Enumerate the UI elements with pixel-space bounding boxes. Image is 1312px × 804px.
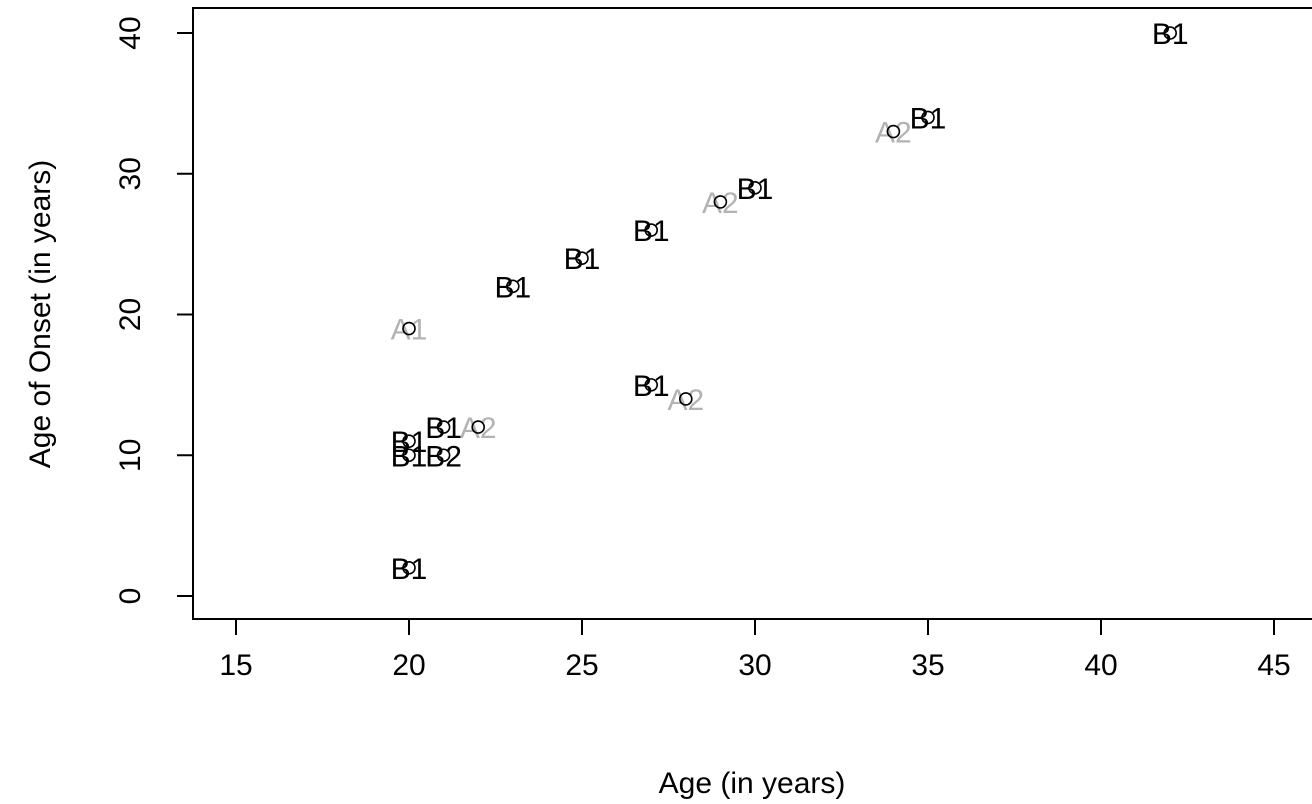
point-label: B1 [391, 440, 428, 473]
data-point-marker [713, 195, 728, 209]
data-point-marker [471, 420, 486, 434]
x-tick-label: 15 [219, 649, 252, 682]
data-point-marker [644, 378, 659, 392]
data-point-marker [575, 251, 589, 266]
data-point-marker [644, 223, 659, 237]
data-point-marker [678, 392, 693, 406]
x-axis: 15 20 25 30 35 40 45 [219, 618, 1291, 682]
x-tick-label: 20 [392, 649, 425, 682]
x-axis-title: Age (in years) [659, 767, 846, 800]
data-point-marker [402, 448, 416, 463]
point-label: B1 [633, 370, 670, 403]
point-label: B1 [391, 426, 428, 459]
point-label: A2 [667, 384, 704, 417]
point-label: B2 [425, 440, 462, 473]
point-label: A2 [702, 187, 739, 220]
point-label: B1 [494, 271, 531, 304]
data-point-marker [921, 110, 935, 125]
y-axis-title: Age of Onset (in years) [24, 160, 57, 468]
x-tick-label: 25 [565, 649, 598, 682]
x-tick-label: 40 [1084, 649, 1117, 682]
y-tick-label: 30 [114, 157, 147, 190]
point-label: B1 [910, 102, 947, 135]
data-point-marker [886, 124, 901, 139]
plot-frame [192, 7, 1312, 620]
data-point-marker [748, 181, 762, 195]
point-label: A2 [875, 117, 912, 150]
point-label: B1 [425, 412, 462, 445]
y-axis: 0 10 20 30 40 [114, 16, 194, 605]
y-tick-label: 20 [114, 298, 147, 331]
data-point-marker [402, 561, 416, 575]
x-tick-label: 30 [738, 649, 771, 682]
point-label: B1 [391, 553, 428, 586]
x-tick-label: 35 [911, 649, 944, 682]
point-label: A2 [460, 412, 497, 445]
point-label: B1 [633, 215, 670, 248]
point-label: B1 [737, 173, 774, 206]
point-label: B1 [1152, 18, 1189, 51]
y-tick-label: 40 [114, 16, 147, 49]
x-tick-label: 45 [1257, 649, 1290, 682]
point-label: A1 [391, 314, 428, 347]
y-tick-label: 0 [114, 588, 147, 605]
data-point-marker [436, 448, 451, 463]
y-tick-label: 10 [114, 439, 147, 472]
point-label: B1 [564, 243, 601, 276]
data-point-marker [436, 420, 451, 434]
data-point-marker [1163, 26, 1177, 40]
data-point-marker [402, 434, 416, 448]
data-point-marker [402, 321, 416, 336]
data-point-marker [505, 279, 520, 294]
